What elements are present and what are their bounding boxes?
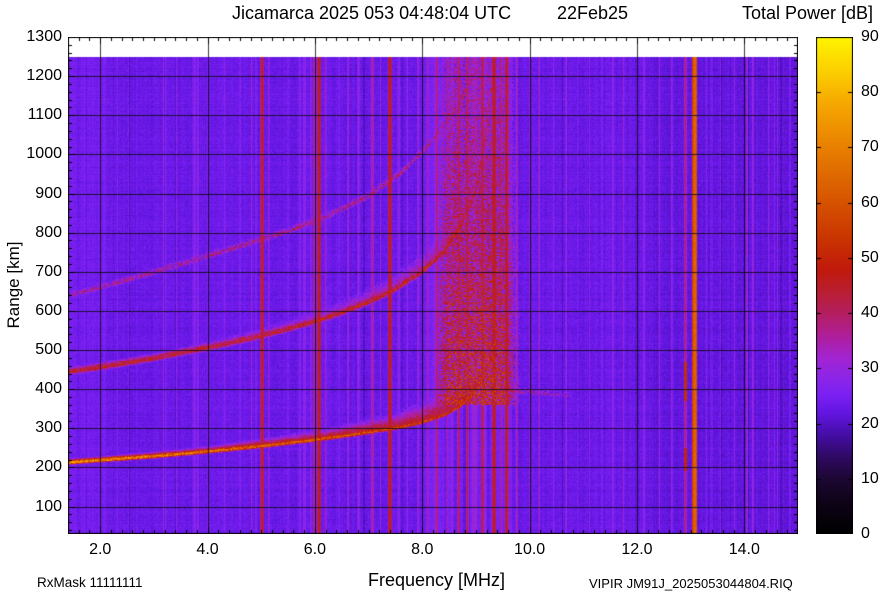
colorbar-tick-label: 10 [861,469,879,487]
colorbar-tick-label: 40 [861,304,879,322]
colorbar-tick-label: 30 [861,359,879,377]
x-tick-label: 6.0 [303,541,327,558]
y-tick-label: 1000 [26,145,62,163]
plot-date: 22Feb25 [557,3,629,23]
x-tick-label: 4.0 [196,541,219,558]
y-tick-label: 900 [35,184,62,202]
colorbar-title: Total Power [dB] [742,3,874,23]
ionogram-heatmap [68,37,798,534]
x-axis-label: Frequency [MHz] [368,570,506,590]
x-tick-label: 8.0 [411,541,434,558]
x-tick-label: 14.0 [728,541,760,558]
y-tick-label: 200 [35,458,62,476]
y-tick-label: 400 [35,380,62,398]
colorbar-tick-label: 0 [861,525,870,542]
y-tick-label: 600 [35,301,62,319]
colorbar-tick-label: 60 [861,193,879,211]
y-tick-label: 100 [35,497,62,515]
colorbar-tick-label: 90 [861,28,879,45]
plot-title: Jicamarca 2025 053 04:48:04 UTC [232,3,512,23]
y-tick-label: 1100 [27,106,62,124]
data-file-label: VIPIR JM91J_2025053044804.RIQ [589,576,793,591]
y-tick-label: 500 [35,341,62,359]
x-tick-label: 12.0 [621,541,653,558]
colorbar-tick-label: 20 [861,414,879,432]
colorbar-tick-label: 50 [861,248,879,266]
colorbar-tick-label: 70 [861,138,879,156]
colorbar-tick-label: 80 [861,83,879,101]
y-tick-label: 1200 [26,67,62,85]
x-tick-label: 2.0 [89,541,112,558]
rx-mask-label: RxMask 11111111 [37,575,143,590]
y-tick-label: 700 [35,262,62,280]
y-tick-label: 800 [35,223,62,241]
colorbar [816,37,853,534]
y-tick-label: 1300 [26,28,62,45]
x-tick-label: 10.0 [514,541,546,558]
y-tick-label: 300 [35,419,62,437]
